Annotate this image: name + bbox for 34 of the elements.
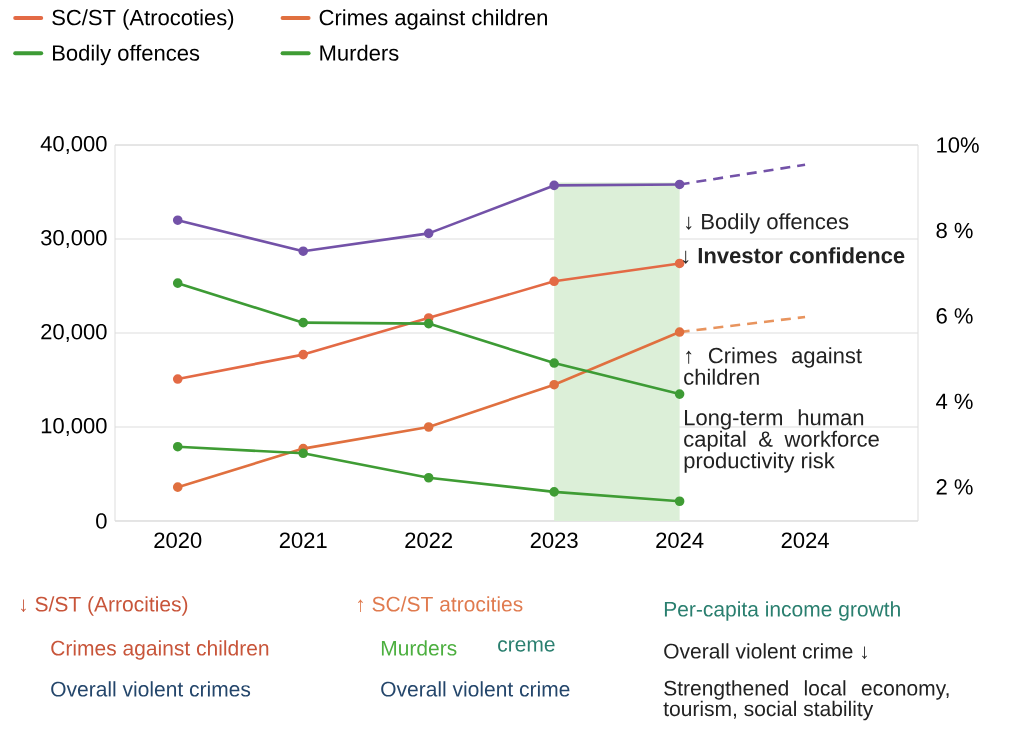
legend-label: SC/ST (Atrocoties) — [52, 9, 234, 30]
text: ↑ SC/ST atrocities — [358, 596, 523, 613]
y2-tick-label: 10% — [937, 137, 979, 153]
annotation: ↓ Bodily offences — [686, 213, 849, 234]
text: Per-capita income growth — [664, 601, 900, 621]
y-tick-label: 40,000 — [40, 135, 107, 155]
y2-tick-label: 2 % — [936, 479, 973, 495]
text: ↓ S/ST (Arrocities) — [21, 596, 188, 616]
legend-label: Murders — [320, 44, 399, 61]
text: Strengthened local economy, tourism, social stability — [663, 680, 949, 721]
y-tick-label: 0 — [96, 513, 107, 529]
annotation: Long-term human capital & workforce productivity risk — [684, 409, 879, 473]
x-tick-label: 2024 — [781, 532, 829, 549]
x-tick-label: 2022 — [405, 532, 453, 549]
y-tick-label: 30,000 — [41, 229, 107, 249]
x-tick-label: 2021 — [279, 532, 327, 549]
annotation: ↑ Crimes against children — [684, 347, 862, 385]
text: Overall violent crime — [381, 681, 570, 697]
y2-tick-label: 8 % — [936, 222, 973, 239]
y-tick-label: 20,000 — [41, 323, 107, 343]
legend-label: Crimes against children — [319, 9, 547, 30]
text: creme — [498, 640, 555, 652]
text: Murders — [381, 640, 457, 656]
x-tick-label: 2024 — [656, 532, 704, 549]
y2-tick-label: 6 % — [936, 308, 973, 324]
text: Overall violent crime ↓ — [664, 643, 867, 660]
annotation: ↓ Investor confidence — [683, 247, 905, 264]
text: Overall violent crimes — [51, 681, 251, 697]
y2-tick-label: 4 % — [936, 393, 973, 410]
legend-label: Bodily offences — [53, 44, 200, 66]
x-tick-label: 2023 — [530, 532, 578, 549]
y-tick-label: 10,000 — [41, 417, 107, 437]
text: Crimes against children — [51, 640, 269, 660]
x-tick-label: 2020 — [154, 532, 202, 549]
